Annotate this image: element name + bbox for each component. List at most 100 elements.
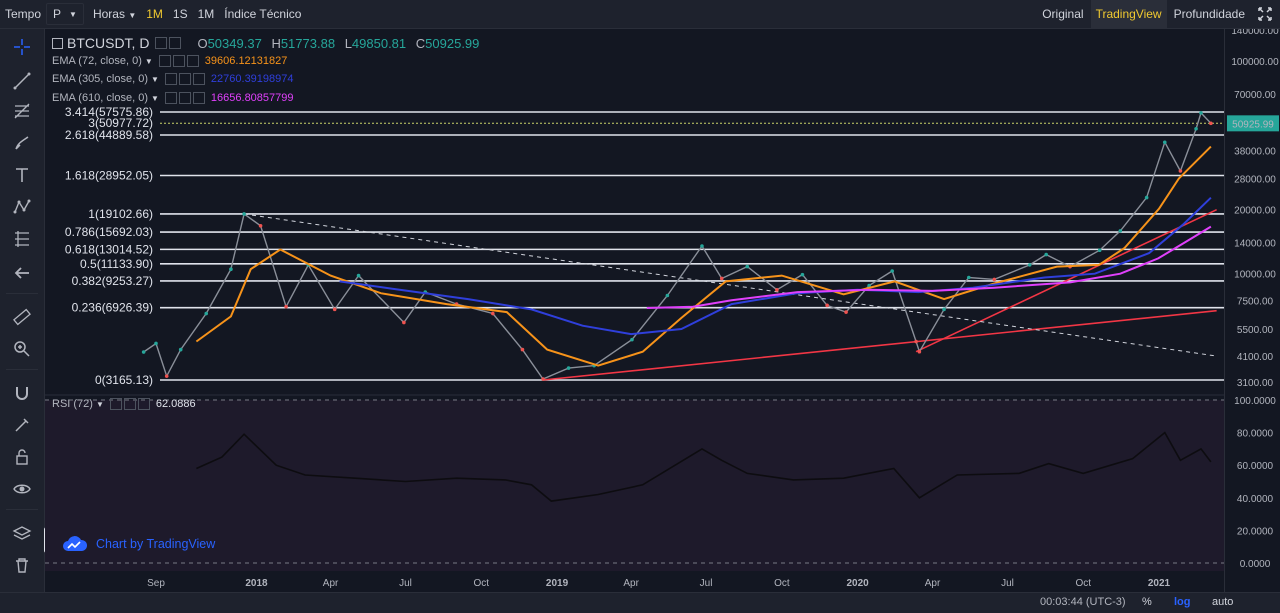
chevron-down-icon[interactable]: ▼ — [151, 74, 159, 84]
tempo-select[interactable]: P ▼ — [46, 3, 84, 25]
rsi-axis-label: 100.0000 — [1234, 396, 1276, 407]
eye-icon[interactable] — [158, 55, 171, 67]
chevron-down-icon[interactable]: ▼ — [95, 399, 104, 409]
ema3-label: EMA (610, close, 0) — [52, 92, 148, 104]
price-point — [867, 283, 871, 288]
price-point — [164, 374, 169, 378]
text-icon[interactable] — [12, 165, 32, 185]
close-label: C — [415, 35, 426, 51]
legend-action-icons — [164, 73, 205, 85]
price-point — [775, 288, 779, 292]
fib-level-label: 0.382(9253.27) — [72, 274, 153, 288]
price-point — [1162, 140, 1167, 145]
gear-icon[interactable] — [178, 92, 191, 104]
trendline-icon[interactable] — [12, 71, 32, 91]
low-value: 49850.81 — [351, 35, 407, 51]
price-point — [229, 267, 233, 272]
brush-icon[interactable] — [12, 133, 32, 153]
eye-icon[interactable] — [155, 37, 168, 49]
ohlc-values: O50349.37 H51773.88 L49850.81 C50925.99 — [191, 36, 479, 51]
tab-profundidade[interactable]: Profundidade — [1173, 7, 1245, 21]
price-point — [1144, 195, 1149, 200]
gear-icon[interactable] — [169, 37, 182, 49]
indicator-button[interactable]: Índice Técnico — [224, 7, 302, 21]
interval-1m-month[interactable]: 1M — [146, 7, 163, 21]
toolbar-divider — [6, 293, 38, 294]
price-point — [284, 304, 288, 309]
percent-toggle[interactable]: % — [1142, 596, 1152, 608]
lock-drawing-icon[interactable] — [12, 415, 32, 435]
chevron-down-icon[interactable]: ▼ — [144, 56, 153, 66]
price-point — [541, 377, 545, 381]
fib-level-label: 0.236(6926.39) — [72, 301, 153, 315]
legend-action-icons — [164, 92, 205, 104]
tab-original[interactable]: Original — [1042, 7, 1084, 21]
status-bar: 00:03:44 (UTC-3) % log auto — [0, 592, 1280, 613]
price-axis[interactable]: 140000.00 100000.00 70000.00 50925.99 38000.… — [1224, 26, 1280, 592]
eye-icon[interactable] — [12, 479, 32, 499]
fib-tool-icon[interactable] — [12, 101, 32, 121]
time-axis-label: Apr — [623, 578, 639, 589]
eye-icon[interactable] — [164, 92, 177, 104]
price-point — [1194, 127, 1198, 131]
eye-icon[interactable] — [109, 398, 122, 410]
chevron-down-icon[interactable]: ▼ — [151, 93, 159, 103]
fib-level-label: 2.618(44889.58) — [65, 128, 153, 142]
price-point — [890, 269, 894, 273]
interval-1s[interactable]: 1S — [172, 7, 188, 21]
horas-label: Horas — [92, 7, 125, 21]
rsi-pane-background — [45, 400, 1224, 571]
time-axis-label: Oct — [473, 578, 489, 589]
view-tabs: Original TradingView Profundidade — [1035, 0, 1280, 28]
eye-icon[interactable] — [164, 73, 177, 85]
lock-icon[interactable] — [12, 447, 32, 467]
price-axis-label: 14000.00 — [1234, 239, 1276, 250]
fib-level-label: 3(50977.72) — [88, 116, 153, 130]
price-axis-label: 5500.00 — [1237, 325, 1274, 336]
price-point — [178, 347, 183, 352]
gear-icon[interactable] — [178, 73, 191, 85]
price-point — [914, 339, 918, 344]
crosshair-icon[interactable] — [12, 37, 32, 57]
horas-dropdown[interactable]: Horas ▼ — [88, 0, 141, 28]
cloud-logo-icon — [63, 536, 88, 551]
price-axis-label: 3100.00 — [1237, 378, 1274, 389]
ruler-icon[interactable] — [12, 307, 32, 327]
time-axis-label: Jul — [1001, 578, 1014, 589]
high-label: H — [271, 35, 281, 51]
price-chart-canvas[interactable]: 3.414(57575.86)3(50977.72)2.618(44889.58… — [45, 29, 1224, 592]
collapse-legend-icon[interactable] — [52, 37, 63, 49]
ema3-value: 16656.80857799 — [210, 92, 294, 104]
arrow-left-icon[interactable] — [12, 263, 32, 283]
ema-line-3 — [646, 225, 1212, 309]
auto-toggle[interactable]: auto — [1212, 596, 1234, 608]
gear-icon[interactable] — [123, 398, 136, 410]
rsi-line — [196, 431, 1212, 502]
layers-icon[interactable] — [12, 523, 32, 543]
toolbar-divider — [6, 369, 38, 370]
ema2-label: EMA (305, close, 0) — [52, 73, 148, 85]
chart-area[interactable]: 3.414(57575.86) 3(50977.72) 2.618(44889.58… — [45, 29, 1224, 592]
rsi-axis-label: 0.0000 — [1240, 559, 1271, 570]
tab-tradingview[interactable]: TradingView — [1090, 0, 1167, 28]
trendline-support-lower — [915, 208, 1217, 353]
gear-icon[interactable] — [172, 55, 185, 67]
tempo-label: Tempo — [5, 7, 42, 21]
close-icon[interactable] — [137, 398, 150, 410]
trendline-support-upper — [542, 309, 1217, 381]
fib-level-label: 0(3165.13) — [95, 373, 153, 387]
close-icon[interactable] — [192, 92, 205, 104]
close-icon[interactable] — [192, 73, 205, 85]
trash-icon[interactable] — [12, 555, 32, 575]
close-icon[interactable] — [186, 55, 199, 67]
prediction-icon[interactable] — [12, 229, 32, 249]
fib-level-label: 1.618(28952.05) — [65, 169, 153, 183]
time-axis-label: Oct — [774, 578, 790, 589]
interval-1m[interactable]: 1M — [197, 7, 215, 21]
pattern-icon[interactable] — [12, 197, 32, 217]
fullscreen-icon[interactable] — [1258, 7, 1272, 21]
zoom-icon[interactable] — [12, 339, 32, 359]
log-toggle[interactable]: log — [1174, 596, 1191, 608]
tradingview-credit[interactable]: Chart by TradingView — [62, 535, 215, 553]
magnet-icon[interactable] — [12, 383, 32, 403]
